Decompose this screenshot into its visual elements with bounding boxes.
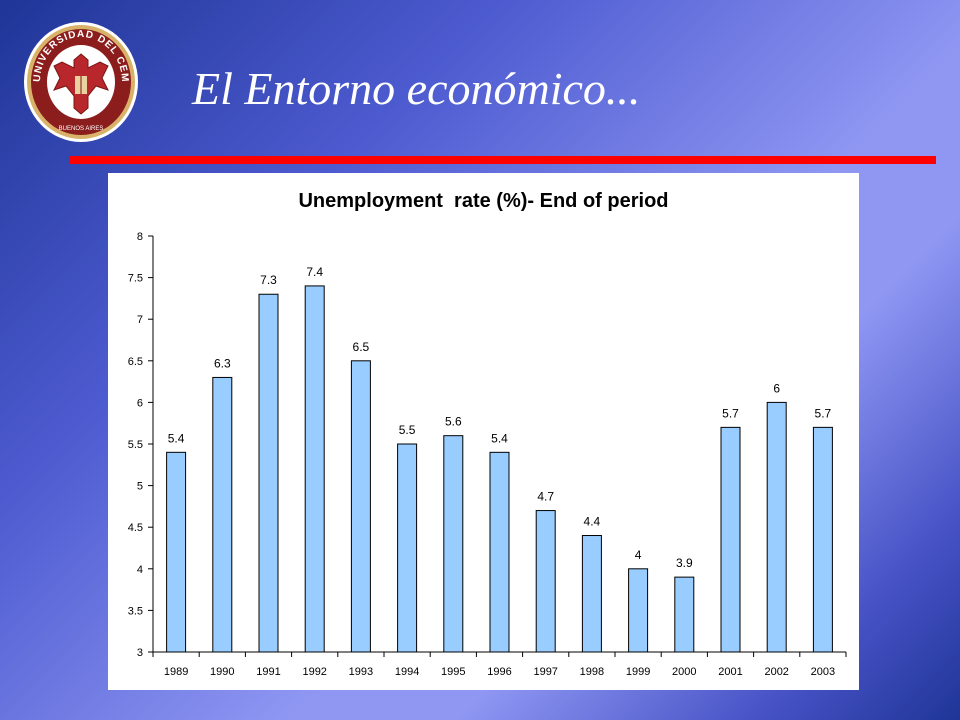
y-tick-label: 8: [137, 231, 143, 243]
x-tick-label-1992: 1992: [302, 666, 326, 678]
bar-1991: [258, 293, 279, 653]
x-tick-label-1995: 1995: [441, 666, 465, 678]
data-label-2000: 3.9: [676, 556, 693, 570]
data-label-1991: 7.3: [260, 273, 277, 287]
bar-1998: [581, 535, 602, 653]
university-logo: UNIVERSIDAD DEL CEMA BUENOS AIRES: [22, 20, 138, 142]
y-tick-label: 7: [137, 314, 143, 326]
bar-1994: [397, 443, 418, 653]
y-tick-label: 3: [137, 647, 143, 659]
data-label-1999: 4: [635, 548, 642, 562]
bar-2003: [812, 426, 833, 653]
bar-1999: [628, 568, 649, 653]
bar-2000: [674, 576, 695, 653]
data-label-1992: 7.4: [306, 265, 323, 279]
y-tick-label: 5: [137, 481, 143, 493]
x-tick-label-1989: 1989: [164, 666, 188, 678]
x-tick-label-1998: 1998: [580, 666, 604, 678]
bar-1992: [304, 285, 325, 653]
bar-1993: [350, 360, 371, 653]
data-label-1994: 5.5: [399, 423, 416, 437]
y-tick-label: 4.5: [128, 522, 143, 534]
data-label-1989: 5.4: [168, 431, 185, 445]
chart-title: Unemployment rate (%)- End of period: [298, 190, 669, 212]
red-divider-rule: [70, 156, 936, 164]
x-tick-label-1993: 1993: [349, 666, 373, 678]
y-tick-label: 6.5: [128, 356, 143, 368]
bar-1997: [535, 510, 556, 653]
y-tick-label: 7.5: [128, 273, 143, 285]
x-tick-label-1996: 1996: [487, 666, 511, 678]
y-tick-label: 6: [137, 397, 143, 409]
bar-2002: [766, 401, 787, 653]
data-label-1990: 6.3: [214, 356, 231, 370]
data-label-1996: 5.4: [491, 431, 508, 445]
chart-panel: Unemployment rate (%)- End of period 3 3.…: [108, 173, 859, 690]
bar-chart: 3 3.5 4 4.5 5 5.5 6 6.5 7 7.5 8 5.4 1989 6.3 1990 7.3 19…: [128, 231, 847, 678]
x-tick-label-1999: 1999: [626, 666, 650, 678]
x-tick-label-2001: 2001: [718, 666, 742, 678]
x-tick-label-1994: 1994: [395, 666, 419, 678]
data-label-1998: 4.4: [584, 515, 601, 529]
bar-1996: [489, 451, 510, 653]
x-tick-label-2000: 2000: [672, 666, 696, 678]
bar-2001: [720, 426, 741, 653]
x-tick-label-1991: 1991: [256, 666, 280, 678]
y-tick-label: 5.5: [128, 439, 143, 451]
bar-1990: [212, 376, 233, 653]
x-tick-label-1997: 1997: [533, 666, 557, 678]
logo-subtext: BUENOS AIRES: [59, 126, 104, 132]
data-label-1997: 4.7: [537, 490, 554, 504]
x-tick-label-2002: 2002: [764, 666, 788, 678]
x-tick-label-2003: 2003: [811, 666, 835, 678]
data-label-1995: 5.6: [445, 415, 462, 429]
data-label-2001: 5.7: [722, 406, 739, 420]
x-tick-label-1990: 1990: [210, 666, 234, 678]
y-tick-label: 4: [137, 564, 143, 576]
data-label-2003: 5.7: [815, 406, 832, 420]
slide-title: El Entorno económico...: [192, 63, 641, 114]
eagle-emblem-icon: [53, 53, 109, 115]
data-label-2002: 6: [773, 381, 780, 395]
bar-1995: [443, 435, 464, 653]
y-tick-label: 3.5: [128, 605, 143, 617]
data-label-1993: 6.5: [353, 340, 370, 354]
bar-1989: [166, 451, 187, 653]
